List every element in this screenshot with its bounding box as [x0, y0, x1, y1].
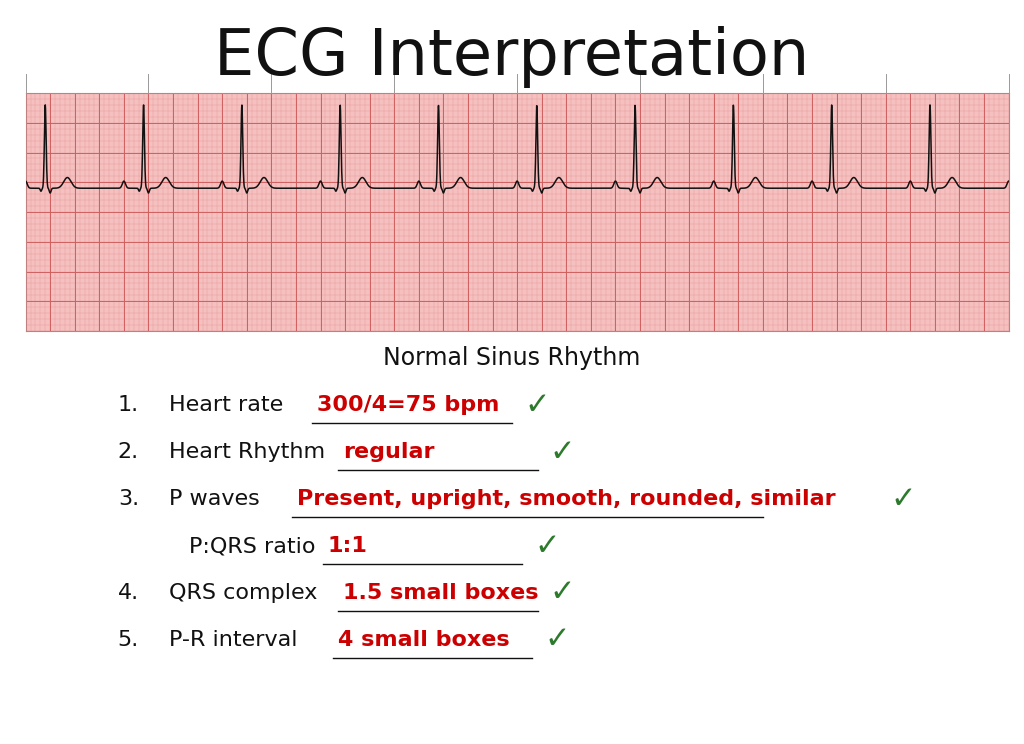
Text: ✓: ✓: [550, 438, 575, 466]
Text: ✓: ✓: [535, 532, 560, 560]
Text: 3.: 3.: [118, 490, 139, 509]
Text: 5.: 5.: [118, 630, 139, 650]
Text: ✓: ✓: [891, 485, 916, 513]
Text: Normal Sinus Rhythm: Normal Sinus Rhythm: [383, 346, 641, 370]
Text: 1.: 1.: [118, 396, 139, 415]
Text: ECG Interpretation: ECG Interpretation: [214, 26, 810, 88]
Text: ✓: ✓: [545, 626, 570, 654]
Text: Heart rate: Heart rate: [169, 396, 291, 415]
Text: 2.: 2.: [118, 443, 139, 462]
Text: QRS complex: QRS complex: [169, 583, 325, 603]
Text: 1:1: 1:1: [328, 536, 368, 556]
Text: Present, upright, smooth, rounded, similar: Present, upright, smooth, rounded, simil…: [297, 490, 836, 509]
Text: regular: regular: [343, 443, 434, 462]
Text: 4 small boxes: 4 small boxes: [338, 630, 510, 650]
Text: P waves: P waves: [169, 490, 267, 509]
Text: 300/4=75 bpm: 300/4=75 bpm: [317, 396, 500, 415]
Text: P:QRS ratio: P:QRS ratio: [189, 536, 323, 556]
Text: 4.: 4.: [118, 583, 139, 603]
Text: 1.5 small boxes: 1.5 small boxes: [343, 583, 539, 603]
Text: ✓: ✓: [524, 391, 550, 420]
Text: P-R interval: P-R interval: [169, 630, 304, 650]
Text: Heart Rhythm: Heart Rhythm: [169, 443, 332, 462]
Text: ✓: ✓: [550, 579, 575, 607]
